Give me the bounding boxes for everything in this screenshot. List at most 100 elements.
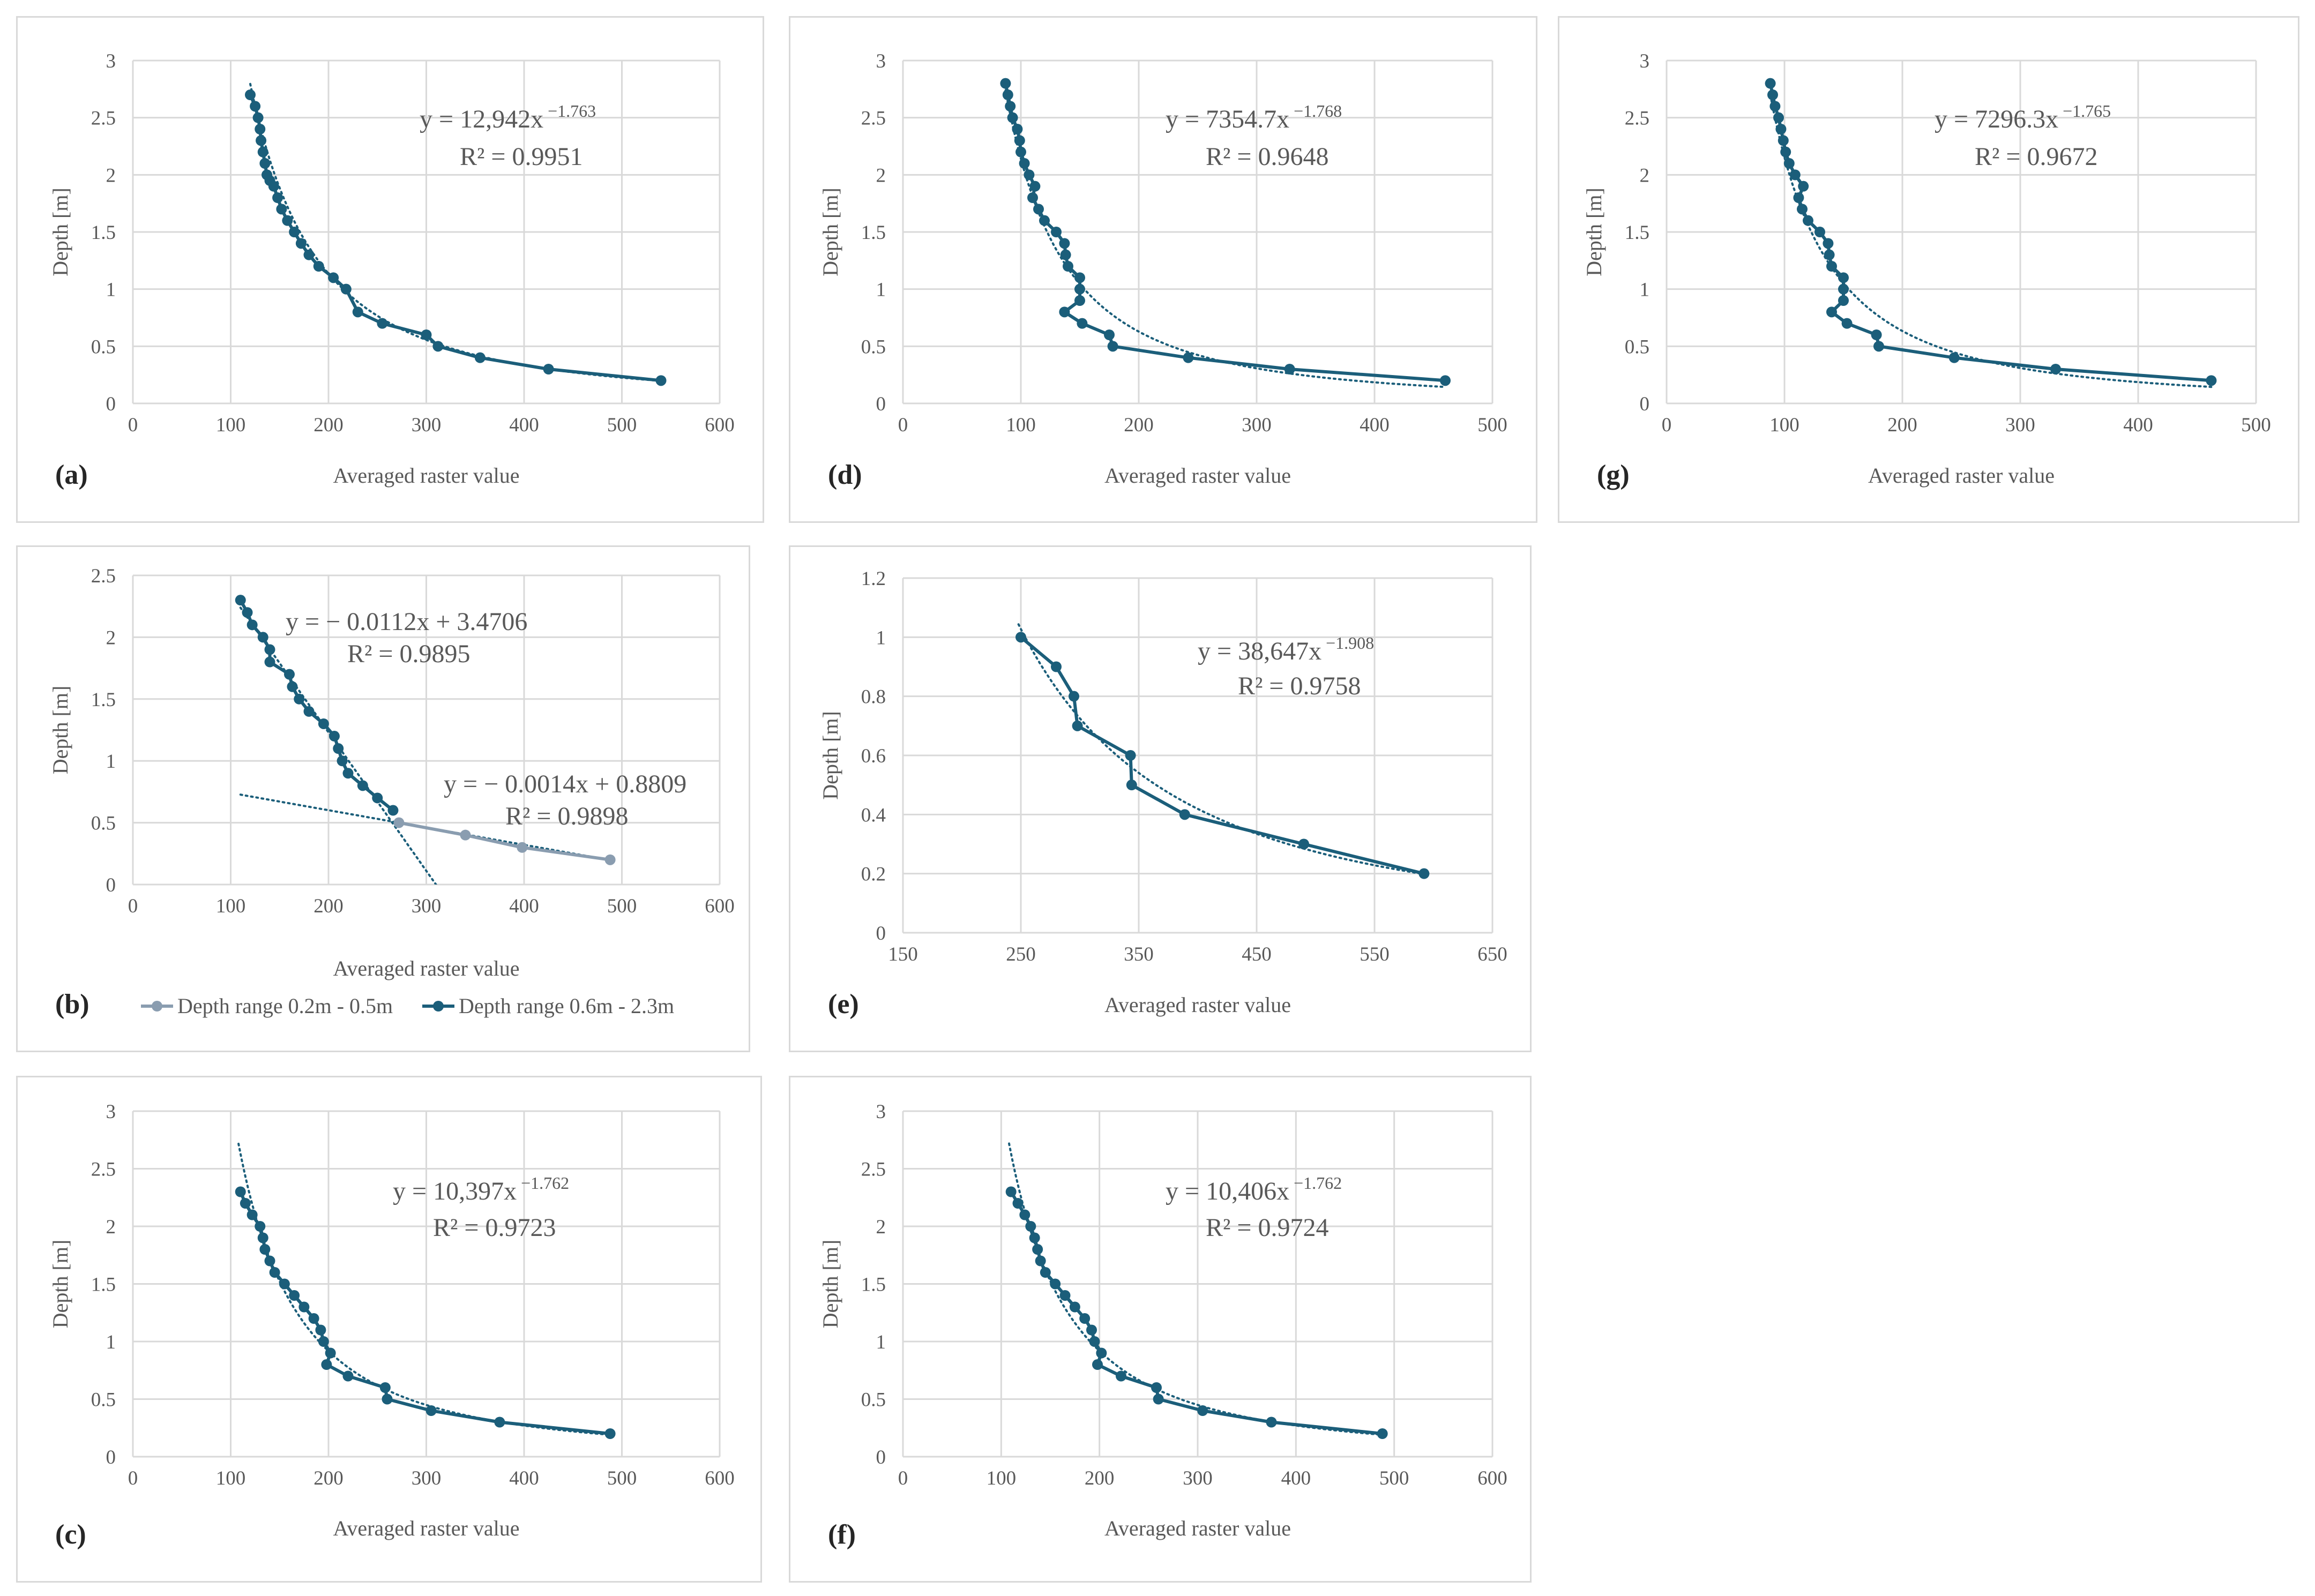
x-tick-label: 450 <box>1242 943 1272 965</box>
r-squared: R² = 0.9724 <box>1206 1213 1328 1242</box>
x-tick-label: 400 <box>509 1467 539 1489</box>
y-tick-label: 2 <box>876 1216 886 1238</box>
data-point <box>1824 249 1835 260</box>
data-point <box>1074 283 1085 295</box>
equation-base: y = 38,647x <box>1198 637 1321 665</box>
x-tick-label: 400 <box>2123 414 2153 436</box>
equation-base: y = 7354.7x <box>1166 105 1289 133</box>
data-point <box>1793 192 1804 203</box>
legend-label: Depth range 0.2m - 0.5m <box>177 994 393 1018</box>
data-point <box>1014 135 1025 146</box>
x-tick-label: 600 <box>1477 1467 1507 1489</box>
data-point <box>604 854 616 865</box>
y-tick-label: 1.5 <box>91 222 116 244</box>
data-point <box>377 318 388 329</box>
chart-panel-e: 150 250 350 450 550 650 0 0.2 0.4 0.6 0.8 1 1.2 Avera… <box>789 545 1532 1052</box>
data-point <box>250 101 261 112</box>
y-axis-title: Depth [m] <box>48 188 72 276</box>
data-point <box>1126 780 1137 791</box>
data-point <box>1069 1301 1080 1313</box>
data-point <box>1051 661 1062 672</box>
y-tick-label: 0.8 <box>861 686 886 708</box>
chart-panel-d: 0 100 200 300 400 500 0 0.5 1 1.5 2 2.5 3 Averaged ra… <box>789 16 1537 523</box>
y-axis-title: Depth [m] <box>48 686 72 775</box>
x-tick-label: 200 <box>313 1467 343 1489</box>
data-point <box>282 215 293 226</box>
data-point <box>1074 295 1085 306</box>
y-tick-label: 1 <box>106 751 116 773</box>
data-point <box>321 1359 332 1370</box>
y-tick-label: 0.4 <box>861 804 886 826</box>
x-tick-label: 300 <box>412 1467 442 1489</box>
data-point <box>1871 329 1882 340</box>
data-point <box>1050 1278 1061 1290</box>
data-point <box>259 1244 271 1255</box>
x-tick-label: 0 <box>128 414 138 436</box>
y-tick-label: 0.5 <box>91 336 116 358</box>
data-point <box>259 158 271 169</box>
data-point <box>1086 1324 1097 1336</box>
y-tick-label: 1.2 <box>861 568 886 590</box>
data-point <box>279 1278 290 1290</box>
data-point <box>1005 101 1016 112</box>
x-tick-label: 200 <box>1887 414 1917 436</box>
data-point <box>308 1313 319 1324</box>
equation-exponent: −1.765 <box>2058 101 2111 121</box>
y-tick-label: 1 <box>876 627 886 649</box>
data-point <box>2050 364 2061 374</box>
y-axis-title: Depth [m] <box>1582 188 1606 276</box>
x-axis-title: Averaged raster value <box>1104 993 1291 1017</box>
y-tick-label: 0.5 <box>861 336 886 358</box>
y-tick-label: 1.5 <box>861 222 886 244</box>
equation-exponent: −1.763 <box>543 101 596 121</box>
data-point <box>342 768 354 779</box>
data-point <box>252 112 264 123</box>
data-point <box>1059 238 1070 249</box>
x-tick-label: 600 <box>705 895 735 917</box>
data-point <box>1266 1417 1277 1428</box>
data-point <box>247 1209 258 1220</box>
data-point <box>325 1347 336 1359</box>
data-point <box>1773 112 1784 123</box>
data-point <box>284 669 295 680</box>
data-point <box>372 792 383 804</box>
chart-panel-a: 0 100 200 300 400 500 600 0 0.5 1 1.5 2 2.5 3 Averaged… <box>16 16 764 523</box>
x-tick-label: 150 <box>888 943 918 965</box>
y-tick-label: 0 <box>106 393 116 415</box>
data-point <box>328 272 339 283</box>
data-point <box>1797 204 1808 215</box>
data-point <box>1775 124 1787 134</box>
r-squared: R² = 0.9898 <box>505 802 628 830</box>
y-axis-title: Depth [m] <box>818 711 842 800</box>
data-point <box>655 375 667 386</box>
y-tick-label: 1 <box>1640 279 1650 301</box>
data-point <box>333 743 344 754</box>
data-point <box>1765 78 1776 89</box>
data-point <box>1838 295 1849 306</box>
data-point <box>382 1393 393 1405</box>
x-tick-label: 650 <box>1477 943 1507 965</box>
data-point <box>1377 1428 1388 1439</box>
data-point <box>1826 261 1837 272</box>
x-tick-label: 300 <box>1183 1467 1213 1489</box>
data-point <box>1059 306 1070 318</box>
y-tick-label: 2.5 <box>91 565 116 587</box>
series-line <box>249 94 661 383</box>
panel-label: (g) <box>1597 460 1630 490</box>
data-point <box>257 146 268 158</box>
x-tick-label: 100 <box>1769 414 1799 436</box>
y-tick-label: 0.2 <box>861 864 886 886</box>
equation-base: y = 10,397x <box>393 1177 517 1205</box>
data-point <box>1069 691 1079 702</box>
data-point <box>264 1255 275 1267</box>
y-tick-label: 2.5 <box>91 108 116 130</box>
y-axis-title: Depth [m] <box>818 188 842 276</box>
y-tick-label: 1 <box>876 279 886 301</box>
data-point <box>303 249 315 260</box>
y-tick-label: 0 <box>876 1447 886 1468</box>
gridlines <box>1666 59 2257 404</box>
x-tick-label: 300 <box>412 895 442 917</box>
data-point <box>240 1198 251 1209</box>
y-tick-label: 0 <box>876 393 886 415</box>
data-point <box>340 283 352 295</box>
